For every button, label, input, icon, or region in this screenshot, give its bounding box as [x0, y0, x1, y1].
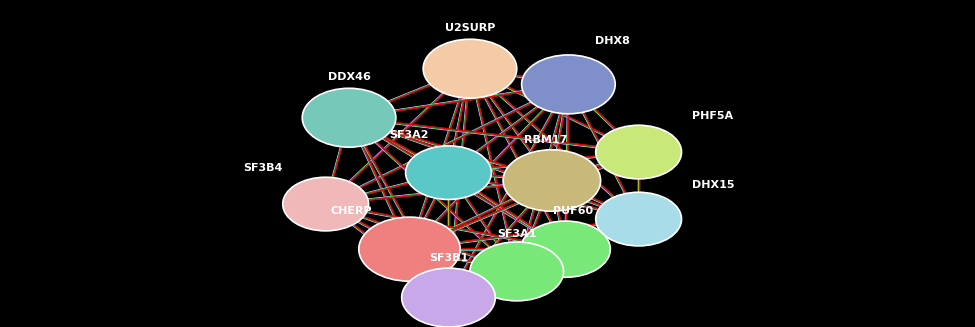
- Ellipse shape: [596, 192, 682, 246]
- Text: PHF5A: PHF5A: [692, 111, 733, 121]
- Ellipse shape: [503, 150, 601, 211]
- Text: SF3B4: SF3B4: [244, 163, 283, 173]
- Text: U2SURP: U2SURP: [445, 23, 495, 33]
- Text: DHX15: DHX15: [692, 180, 735, 190]
- Ellipse shape: [522, 55, 615, 114]
- Text: CHERP: CHERP: [331, 206, 371, 216]
- Ellipse shape: [402, 268, 495, 327]
- Ellipse shape: [521, 221, 610, 277]
- Text: SF3A1: SF3A1: [497, 229, 536, 239]
- Ellipse shape: [302, 88, 396, 147]
- Ellipse shape: [470, 242, 564, 301]
- Text: SF3B1: SF3B1: [429, 253, 468, 263]
- Ellipse shape: [359, 217, 460, 281]
- Text: PUF60: PUF60: [553, 206, 594, 216]
- Text: DDX46: DDX46: [328, 72, 370, 82]
- Text: SF3A2: SF3A2: [390, 130, 429, 140]
- Text: DHX8: DHX8: [595, 36, 630, 46]
- Ellipse shape: [596, 125, 682, 179]
- Ellipse shape: [283, 177, 369, 231]
- Text: RBM17: RBM17: [525, 134, 567, 145]
- Ellipse shape: [406, 146, 491, 199]
- Ellipse shape: [423, 39, 517, 98]
